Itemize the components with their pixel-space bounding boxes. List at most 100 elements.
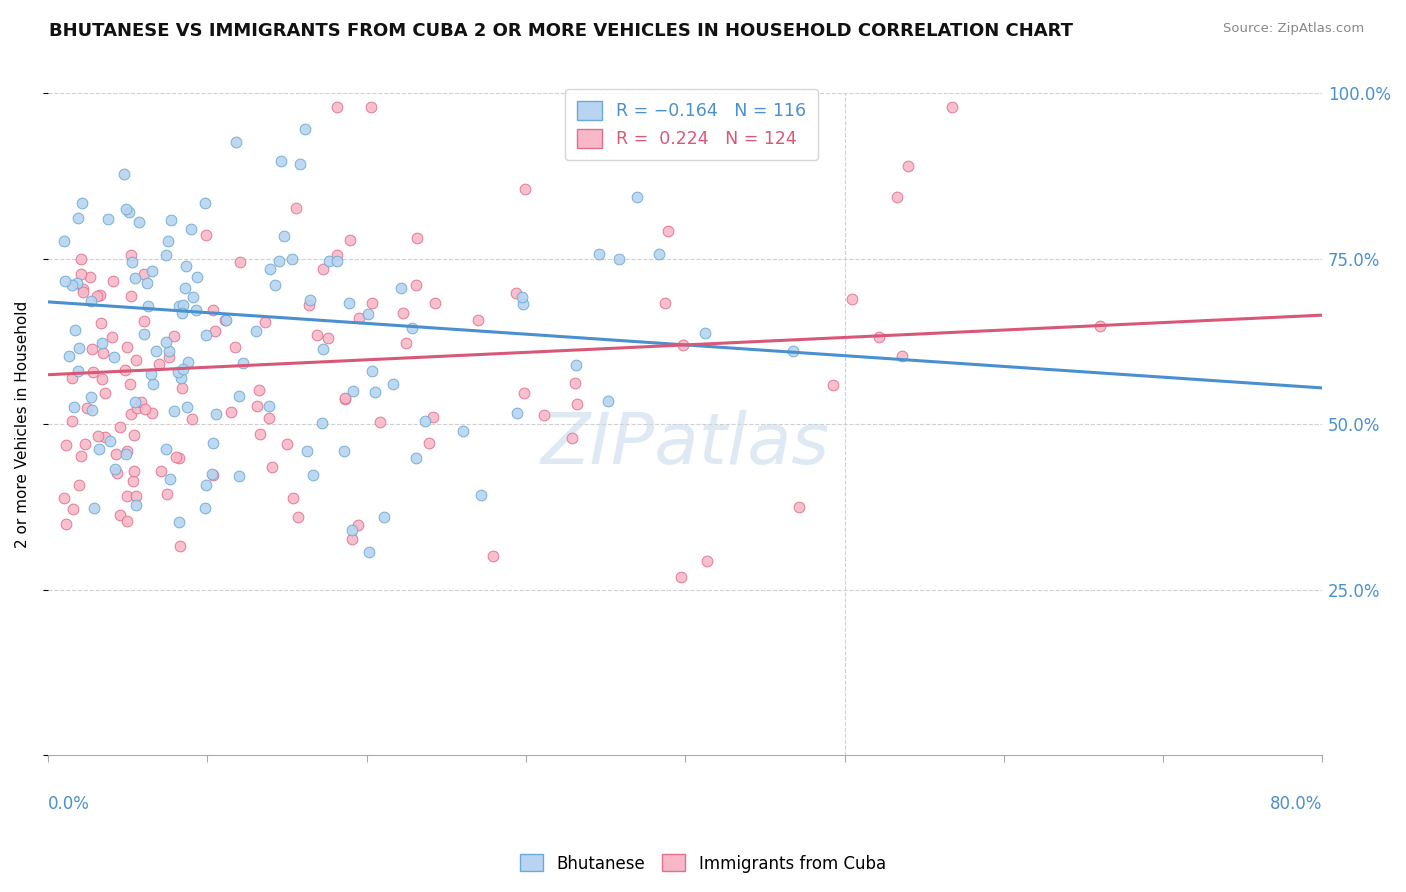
Point bbox=[75, 436, 97, 450]
Point bbox=[247, 384, 270, 398]
Point bbox=[696, 554, 718, 568]
Point bbox=[607, 252, 630, 266]
Point bbox=[176, 400, 198, 414]
Point bbox=[186, 303, 208, 318]
Point bbox=[588, 247, 610, 261]
Point bbox=[596, 393, 619, 408]
Point bbox=[122, 428, 145, 442]
Point bbox=[290, 156, 312, 170]
Point bbox=[470, 488, 492, 502]
Point bbox=[307, 327, 329, 342]
Point bbox=[91, 346, 114, 360]
Point bbox=[72, 282, 94, 296]
Point bbox=[114, 363, 136, 377]
Point bbox=[104, 461, 127, 475]
Point bbox=[333, 444, 356, 458]
Point bbox=[170, 305, 193, 319]
Legend: Bhutanese, Immigrants from Cuba: Bhutanese, Immigrants from Cuba bbox=[513, 847, 893, 880]
Point bbox=[105, 447, 128, 461]
Point bbox=[342, 533, 364, 547]
Point bbox=[260, 460, 283, 475]
Point bbox=[276, 437, 298, 451]
Point bbox=[512, 290, 534, 304]
Point bbox=[782, 343, 804, 358]
Point bbox=[177, 355, 200, 369]
Point bbox=[108, 508, 131, 523]
Point bbox=[312, 342, 335, 356]
Point bbox=[121, 255, 143, 269]
Point bbox=[66, 211, 89, 225]
Point bbox=[326, 248, 349, 262]
Point bbox=[360, 100, 382, 114]
Point bbox=[181, 411, 204, 425]
Point bbox=[118, 204, 141, 219]
Point bbox=[120, 288, 142, 302]
Point bbox=[389, 281, 412, 295]
Point bbox=[891, 349, 914, 363]
Point bbox=[405, 278, 427, 293]
Point bbox=[91, 336, 114, 351]
Point bbox=[148, 357, 170, 371]
Point bbox=[155, 248, 177, 262]
Point bbox=[98, 434, 121, 449]
Point bbox=[249, 427, 271, 442]
Point bbox=[180, 222, 202, 236]
Point bbox=[80, 342, 103, 356]
Point bbox=[118, 377, 141, 392]
Point bbox=[564, 376, 586, 390]
Point bbox=[125, 353, 148, 368]
Point bbox=[114, 447, 136, 461]
Point bbox=[257, 399, 280, 413]
Point bbox=[125, 489, 148, 503]
Point bbox=[194, 196, 217, 211]
Point bbox=[194, 327, 217, 342]
Text: Source: ZipAtlas.com: Source: ZipAtlas.com bbox=[1223, 22, 1364, 36]
Point bbox=[194, 227, 217, 242]
Point bbox=[245, 324, 267, 338]
Point bbox=[67, 341, 90, 355]
Point bbox=[145, 343, 167, 358]
Point bbox=[342, 384, 364, 398]
Point bbox=[312, 261, 335, 276]
Point bbox=[70, 449, 93, 463]
Point bbox=[131, 395, 153, 409]
Point bbox=[169, 539, 191, 553]
Point bbox=[565, 397, 588, 411]
Point bbox=[311, 416, 333, 430]
Point bbox=[418, 435, 440, 450]
Point bbox=[58, 349, 80, 363]
Point bbox=[163, 404, 186, 418]
Point bbox=[467, 313, 489, 327]
Point bbox=[669, 570, 692, 584]
Point bbox=[657, 224, 679, 238]
Point bbox=[654, 295, 676, 310]
Point bbox=[132, 267, 155, 281]
Point bbox=[364, 384, 387, 399]
Point bbox=[941, 100, 963, 114]
Point bbox=[451, 424, 474, 438]
Point bbox=[103, 350, 125, 364]
Point bbox=[62, 502, 84, 516]
Point bbox=[382, 376, 405, 391]
Point bbox=[142, 376, 165, 391]
Point bbox=[67, 364, 90, 378]
Point bbox=[120, 247, 142, 261]
Point bbox=[69, 252, 91, 266]
Point bbox=[205, 407, 228, 421]
Text: ZIPatlas: ZIPatlas bbox=[541, 409, 830, 479]
Point bbox=[1088, 319, 1111, 334]
Point bbox=[159, 351, 181, 365]
Point bbox=[868, 330, 890, 344]
Point bbox=[326, 100, 349, 114]
Point bbox=[533, 408, 555, 422]
Point bbox=[60, 414, 83, 428]
Point bbox=[94, 385, 117, 400]
Point bbox=[245, 399, 267, 413]
Point bbox=[66, 276, 89, 290]
Point bbox=[626, 190, 648, 204]
Point bbox=[284, 201, 307, 215]
Point bbox=[63, 323, 86, 337]
Point bbox=[124, 395, 146, 409]
Point bbox=[93, 430, 115, 444]
Point bbox=[326, 254, 349, 268]
